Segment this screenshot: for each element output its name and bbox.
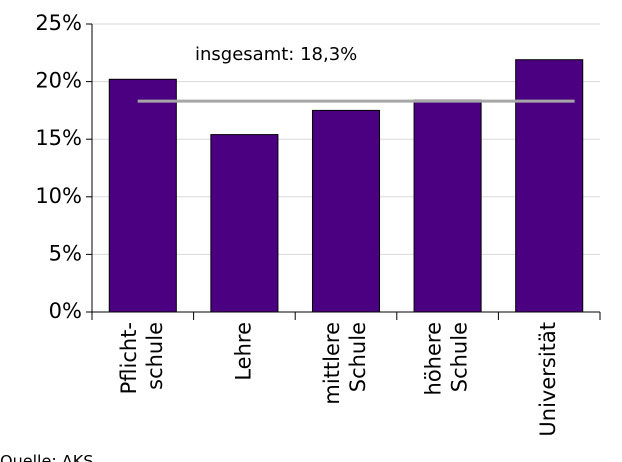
bar bbox=[515, 59, 584, 313]
x-tick-label: Lehre bbox=[231, 322, 255, 381]
x-tick-label: Universität bbox=[536, 322, 560, 437]
x-tick-label: Schule bbox=[346, 322, 370, 392]
x-tick-label: höhere bbox=[422, 322, 446, 395]
bar bbox=[210, 134, 279, 313]
x-tick-label: mittlere bbox=[320, 322, 344, 405]
source-note: Quelle: AKS bbox=[0, 452, 93, 462]
y-tick-label: 20% bbox=[35, 69, 82, 93]
y-tick-label: 5% bbox=[49, 241, 82, 265]
bar bbox=[413, 99, 482, 313]
bar bbox=[108, 78, 177, 313]
y-tick-label: 10% bbox=[35, 184, 82, 208]
reference-label: insgesamt: 18,3% bbox=[195, 44, 357, 65]
bar bbox=[311, 109, 381, 313]
x-tick-label: Schule bbox=[448, 322, 472, 392]
y-tick-label: 15% bbox=[35, 126, 82, 150]
y-tick-label: 25% bbox=[35, 11, 82, 35]
y-tick-label: 0% bbox=[49, 299, 82, 323]
x-tick-label: Pflicht- bbox=[117, 322, 141, 394]
x-tick-label: schule bbox=[143, 322, 167, 390]
